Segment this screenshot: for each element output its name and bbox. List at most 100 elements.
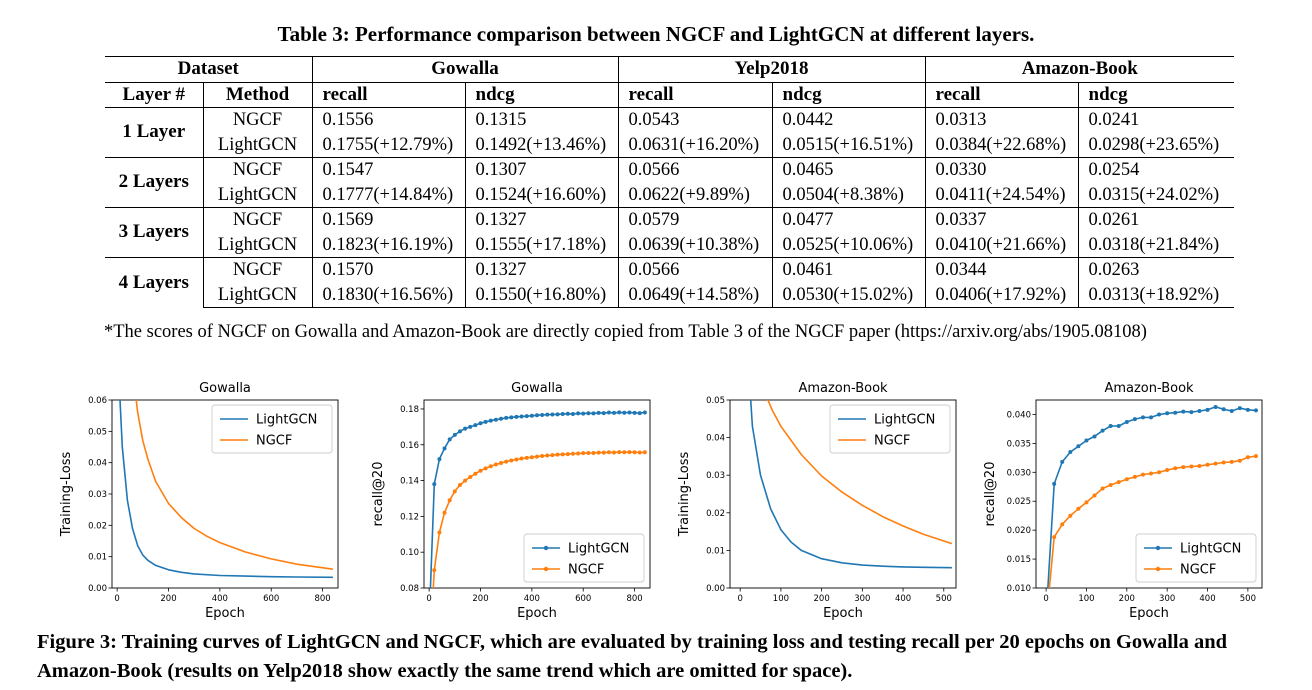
data-point-ngcf — [1237, 458, 1242, 463]
legend-label: NGCF — [1180, 563, 1216, 578]
x-tick-label: 400 — [524, 594, 540, 604]
data-point-ngcf — [601, 450, 606, 455]
data-point-lightgcn — [545, 412, 550, 417]
table-header-datasets: Dataset Gowalla Yelp2018 Amazon-Book — [105, 56, 1234, 82]
metric-value: 0.0298(+23.65%) — [1077, 132, 1234, 158]
metric-header: recall — [924, 81, 1078, 108]
data-point-lightgcn — [581, 411, 586, 416]
data-point-lightgcn — [612, 410, 617, 415]
metric-value: 0.1823(+16.19%) — [311, 232, 465, 258]
data-point-lightgcn — [637, 411, 642, 416]
x-tick-label: 600 — [575, 594, 591, 604]
x-tick-label: 400 — [212, 594, 228, 604]
metric-value: 0.0254 — [1077, 157, 1234, 183]
plot-area — [119, 400, 334, 579]
metric-value: 0.1755(+12.79%) — [311, 132, 465, 158]
data-point-ngcf — [581, 451, 586, 456]
y-tick-label: 0.16 — [400, 441, 419, 451]
y-tick-label: 0.04 — [88, 459, 107, 469]
y-tick-label: 0.04 — [706, 434, 725, 444]
table-row: 2 Layers NGCF 0.1547 0.1307 0.0566 0.0465 0.03… — [105, 157, 1234, 208]
data-point-lightgcn — [447, 437, 452, 442]
metric-value: 0.0318(+21.84%) — [1077, 232, 1234, 258]
data-point-ngcf — [591, 450, 596, 455]
data-point-ngcf — [1245, 455, 1250, 460]
y-tick-label: 0.12 — [400, 512, 419, 522]
data-point-lightgcn — [1213, 404, 1218, 409]
x-tick-label: 200 — [1119, 594, 1135, 604]
data-point-ngcf — [1116, 480, 1121, 485]
data-point-ngcf — [1253, 454, 1258, 459]
metric-value: 0.1556 — [311, 107, 465, 133]
data-point-ngcf — [447, 498, 452, 503]
data-point-lightgcn — [1173, 410, 1178, 415]
data-point-lightgcn — [565, 411, 570, 416]
dataset-header-yelp2018: Yelp2018 — [617, 56, 925, 82]
data-point-ngcf — [596, 450, 601, 455]
data-point-ngcf — [565, 452, 570, 457]
data-point-ngcf — [1084, 500, 1089, 505]
data-point-ngcf — [473, 471, 478, 476]
data-point-ngcf — [535, 454, 539, 459]
data-point-lightgcn — [452, 432, 457, 437]
metric-header: ndcg — [464, 81, 618, 108]
y-axis-label: recall@20 — [371, 462, 386, 527]
data-point-ngcf — [1076, 506, 1081, 511]
y-tick-label: 0.02 — [706, 509, 725, 519]
table-row: 3 Layers NGCF 0.1569 0.1327 0.0579 0.0477 0.03… — [105, 207, 1234, 258]
data-point-lightgcn — [499, 416, 504, 421]
data-point-lightgcn — [627, 410, 632, 415]
data-point-ngcf — [504, 459, 509, 464]
data-point-lightgcn — [540, 413, 545, 418]
y-tick-label: 0.03 — [88, 490, 107, 500]
data-point-ngcf — [514, 457, 519, 462]
data-point-ngcf — [1213, 461, 1218, 466]
data-point-lightgcn — [463, 426, 468, 431]
plot-area — [429, 410, 647, 588]
results-table: Dataset Gowalla Yelp2018 Amazon-Book Lay… — [105, 56, 1234, 308]
data-point-lightgcn — [1165, 411, 1170, 416]
x-tick-label: 300 — [1159, 594, 1175, 604]
data-point-ngcf — [452, 489, 457, 494]
y-tick-label: 0.05 — [706, 396, 725, 406]
legend-marker-ngcf — [1155, 566, 1161, 572]
data-point-lightgcn — [1044, 615, 1048, 619]
y-tick-label: 0.14 — [400, 477, 419, 487]
data-point-lightgcn — [617, 410, 622, 415]
x-tick-label: 400 — [1199, 594, 1215, 604]
data-point-lightgcn — [1149, 415, 1154, 420]
data-point-lightgcn — [437, 457, 442, 462]
plot-area — [749, 400, 953, 569]
data-point-lightgcn — [457, 429, 462, 434]
y-tick-label: 0.02 — [88, 521, 107, 531]
x-tick-label: 100 — [773, 594, 789, 604]
series-line-ngcf — [135, 400, 334, 570]
metric-value: 0.1492(+13.46%) — [464, 132, 618, 158]
data-point-ngcf — [632, 450, 637, 455]
data-point-lightgcn — [1092, 434, 1097, 439]
data-point-ngcf — [560, 452, 565, 457]
metric-header: recall — [617, 81, 772, 108]
data-point-lightgcn — [535, 413, 539, 418]
data-point-lightgcn — [1116, 424, 1121, 429]
x-tick-label: 800 — [314, 594, 330, 604]
x-tick-label: 0 — [737, 594, 742, 604]
data-point-ngcf — [545, 453, 550, 458]
data-point-lightgcn — [468, 424, 473, 429]
y-tick-label: 0.08 — [400, 584, 419, 594]
metric-value: 0.1555(+17.18%) — [464, 232, 618, 258]
data-point-lightgcn — [488, 418, 493, 423]
data-point-ngcf — [442, 510, 447, 515]
metric-value: 0.0313(+18.92%) — [1077, 282, 1234, 308]
data-point-ngcf — [1157, 470, 1162, 475]
x-tick-label: 100 — [1078, 594, 1094, 604]
layer-label: 3 Layers — [105, 207, 203, 258]
y-axis-label: Training-Loss — [59, 452, 74, 538]
method-label: NGCF — [202, 257, 312, 283]
data-point-ngcf — [1205, 462, 1210, 467]
data-point-ngcf — [1068, 513, 1073, 518]
y-tick-label: 0.010 — [1007, 584, 1031, 594]
data-point-lightgcn — [642, 410, 647, 415]
y-tick-label: 0.00 — [706, 584, 725, 594]
data-point-ngcf — [586, 450, 591, 455]
